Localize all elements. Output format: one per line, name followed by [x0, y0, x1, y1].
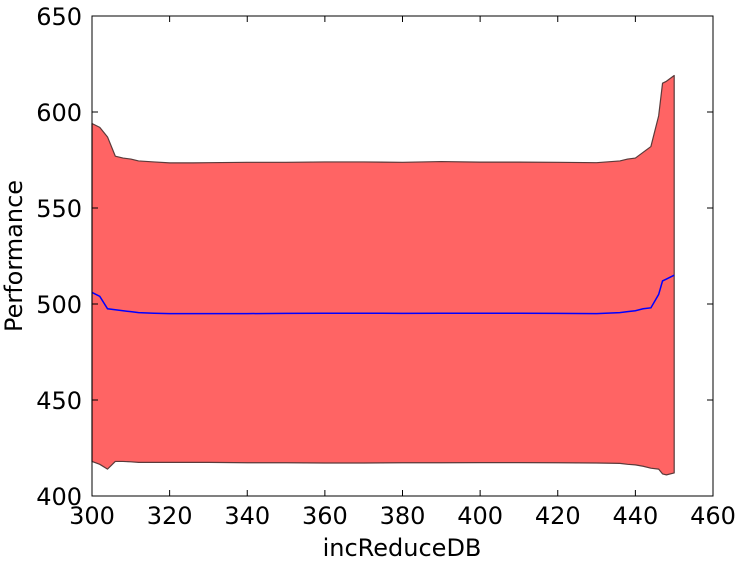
plot-area: [91, 15, 714, 497]
y-tick-label: 450: [36, 387, 82, 415]
x-tick-label: 420: [535, 502, 581, 530]
std-band-area: [91, 74, 675, 476]
x-tick-label: 380: [380, 502, 426, 530]
x-tick-label: 400: [457, 502, 503, 530]
axis-ticks: 300 320 340 360 380 400 420 440 460 400 450 500 550 6…: [36, 3, 736, 530]
x-tick-label: 360: [302, 502, 348, 530]
y-axis-label: Performance: [0, 180, 28, 332]
x-axis-label: incReduceDB: [323, 534, 482, 562]
x-tick-label: 440: [612, 502, 658, 530]
x-tick-label: 340: [224, 502, 270, 530]
y-tick-label: 650: [36, 3, 82, 31]
y-tick-label: 600: [36, 99, 82, 127]
x-tick-label: 300: [69, 502, 115, 530]
mean-series-line: [91, 274, 675, 315]
y-tick-label: 500: [36, 291, 82, 319]
x-tick-label: 460: [690, 502, 736, 530]
y-tick-label: 550: [36, 195, 82, 223]
y-tick-label: 400: [36, 483, 82, 511]
x-tick-label: 320: [147, 502, 193, 530]
